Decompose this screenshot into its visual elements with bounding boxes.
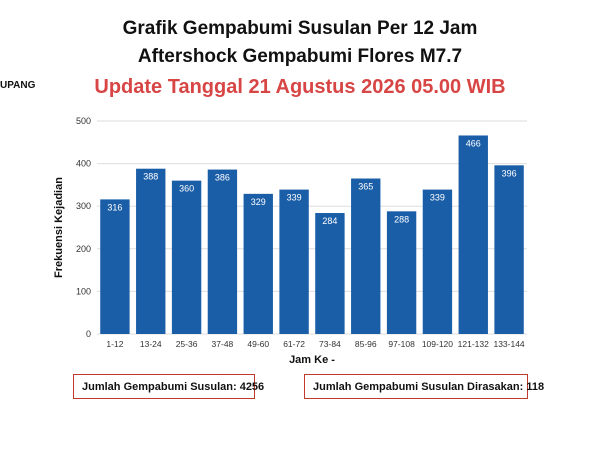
bar xyxy=(243,193,273,334)
bar-data-label: 365 xyxy=(358,182,373,192)
bar xyxy=(207,169,238,334)
bar xyxy=(136,168,166,334)
y-tick-label: 400 xyxy=(76,159,91,169)
bar xyxy=(494,165,524,334)
x-tick-label: 49-60 xyxy=(247,339,269,349)
bar-data-label: 396 xyxy=(502,168,517,178)
x-tick-label: 121-132 xyxy=(458,339,489,349)
bar xyxy=(458,135,488,334)
x-tick-label: 97-108 xyxy=(388,339,415,349)
x-tick-label: 133-144 xyxy=(493,339,524,349)
y-tick-label: 100 xyxy=(76,286,91,296)
x-axis-title: Jam Ke - xyxy=(289,354,335,366)
x-tick-label: 109-120 xyxy=(422,339,453,349)
felt-aftershock-box: Jumlah Gempabumi Susulan Dirasakan: 118 xyxy=(304,374,544,399)
bar xyxy=(422,189,453,334)
total-aftershock-box: Jumlah Gempabumi Susulan: 4256 xyxy=(73,374,264,399)
chart-title-line1: Grafik Gempabumi Susulan Per 12 Jam xyxy=(122,18,478,39)
y-tick-label: 0 xyxy=(86,329,91,339)
bar-data-label: 388 xyxy=(143,172,158,182)
bar xyxy=(315,213,345,334)
bar-data-label: 316 xyxy=(107,202,122,212)
update-date-title: Update Tanggal 21 Agustus 2026 05.00 WIB xyxy=(94,76,506,98)
x-tick-label: 13-24 xyxy=(140,339,162,349)
y-tick-label: 300 xyxy=(76,201,91,211)
x-tick-label: 37-48 xyxy=(212,339,234,349)
bar xyxy=(100,199,130,334)
bar-data-label: 329 xyxy=(251,197,266,207)
chart-title-line2: Aftershock Gempabumi Flores M7.7 xyxy=(137,46,463,67)
cropped-side-label: UPANG xyxy=(0,80,36,91)
bar-data-label: 288 xyxy=(394,214,409,224)
bar-data-label: 360 xyxy=(179,184,194,194)
x-tick-label: 61-72 xyxy=(283,339,305,349)
bar-data-label: 339 xyxy=(430,193,445,203)
x-tick-label: 73-84 xyxy=(319,339,341,349)
bar-chart: 0 100 200 300 400 500 316 1-12 388 13-24 360 25-36 3… xyxy=(53,116,527,366)
bar xyxy=(279,189,309,334)
x-tick-label: 1-12 xyxy=(106,339,123,349)
x-tick-label: 85-96 xyxy=(355,339,377,349)
y-tick-label: 200 xyxy=(76,244,91,254)
bar xyxy=(386,211,417,334)
bar-data-label: 339 xyxy=(287,193,302,203)
y-axis-title: Frekuensi Kejadian xyxy=(53,177,65,278)
bar xyxy=(351,178,381,334)
bar xyxy=(171,180,202,334)
bar-data-label: 386 xyxy=(215,173,230,183)
x-tick-label: 25-36 xyxy=(176,339,198,349)
bar-data-label: 466 xyxy=(466,138,481,148)
y-tick-label: 500 xyxy=(76,116,91,126)
bar-data-label: 284 xyxy=(322,216,337,226)
